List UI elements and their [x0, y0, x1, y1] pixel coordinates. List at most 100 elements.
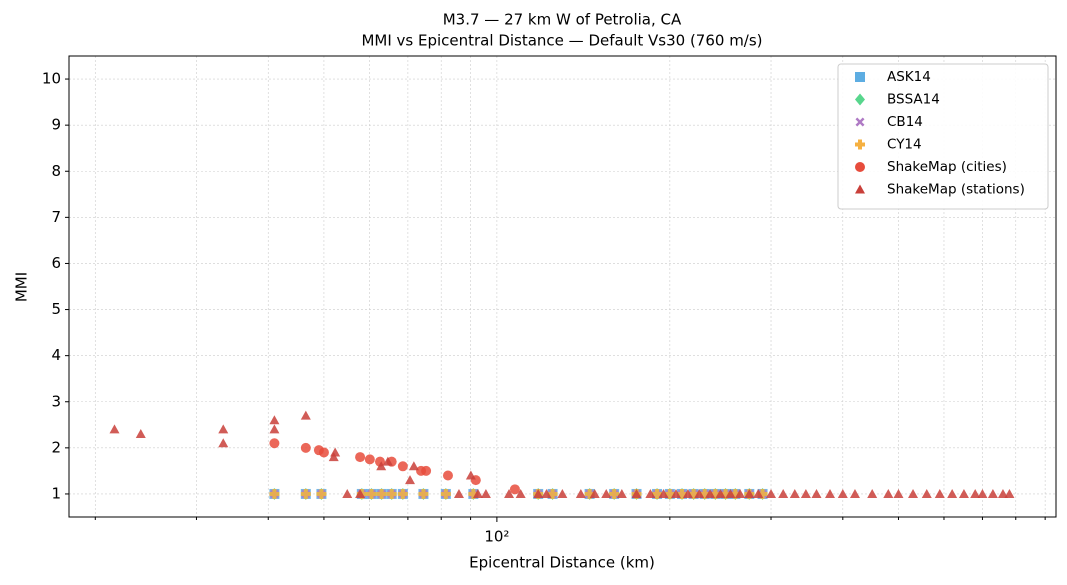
marker-triangle — [631, 488, 642, 498]
marker-circle — [364, 454, 375, 465]
marker-triangle — [867, 488, 878, 498]
marker-plus — [468, 488, 479, 499]
marker-triangle — [218, 424, 229, 434]
marker-triangle — [883, 488, 894, 498]
marker-triangle — [601, 488, 612, 498]
marker-triangle — [328, 452, 339, 462]
x-tick-label: 10² — [484, 528, 509, 546]
marker-triangle — [735, 488, 746, 498]
legend-label: CY14 — [887, 137, 922, 153]
marker-circle — [421, 465, 432, 476]
marker-triangle — [269, 424, 280, 434]
marker-triangle — [658, 488, 669, 498]
marker-triangle — [453, 488, 464, 498]
marker-square — [855, 72, 865, 82]
y-tick-label: 2 — [51, 438, 61, 456]
marker-triangle — [958, 488, 969, 498]
marker-plus — [418, 488, 429, 499]
marker-triangle — [947, 488, 958, 498]
marker-plus — [664, 488, 675, 499]
y-tick-label: 6 — [51, 254, 61, 272]
y-tick-label: 8 — [51, 162, 61, 180]
marker-plus — [677, 488, 688, 499]
marker-triangle — [753, 488, 764, 498]
marker-triangle — [705, 488, 716, 498]
marker-triangle — [811, 488, 822, 498]
marker-triangle — [837, 488, 848, 498]
marker-plus — [609, 488, 620, 499]
marker-plus — [710, 488, 721, 499]
marker-circle — [318, 447, 329, 458]
marker-triangle — [342, 488, 353, 498]
legend-label: BSSA14 — [887, 92, 940, 108]
legend-box — [837, 63, 1049, 210]
marker-triangle — [355, 488, 366, 498]
marker-triangle — [825, 488, 836, 498]
chart-subtitle: MMI vs Epicentral Distance — Default Vs3… — [361, 32, 762, 50]
marker-plus — [720, 488, 731, 499]
marker-triangle — [908, 488, 919, 498]
marker-triangle — [725, 488, 736, 498]
marker-triangle — [800, 488, 811, 498]
legend-label: ShakeMap (cities) — [887, 159, 1007, 175]
marker-triangle — [109, 424, 120, 434]
marker-plus — [699, 488, 710, 499]
marker-triangle — [789, 488, 800, 498]
marker-plus — [316, 488, 327, 499]
marker-triangle — [671, 488, 682, 498]
marker-plus — [397, 488, 408, 499]
marker-triangle — [855, 184, 865, 194]
marker-triangle — [921, 488, 932, 498]
marker-triangle — [849, 488, 860, 498]
y-axis-label: MMI — [13, 272, 31, 302]
legend-label: ASK14 — [887, 69, 931, 85]
marker-circle — [355, 452, 366, 463]
marker-plus — [440, 488, 451, 499]
marker-plus — [855, 139, 865, 150]
marker-triangle — [893, 488, 904, 498]
marker-circle — [509, 484, 520, 495]
marker-triangle — [135, 429, 146, 439]
marker-plus — [269, 488, 280, 499]
marker-triangle — [778, 488, 789, 498]
marker-triangle — [504, 488, 515, 498]
marker-triangle — [382, 456, 393, 466]
marker-triangle — [376, 461, 387, 471]
marker-triangle — [557, 488, 568, 498]
marker-circle — [269, 438, 280, 449]
marker-triangle — [934, 488, 945, 498]
marker-triangle — [541, 488, 552, 498]
marker-circle — [300, 442, 311, 453]
marker-triangle — [575, 488, 586, 498]
x-axis-label: Epicentral Distance (km) — [469, 554, 655, 572]
marker-triangle — [480, 488, 491, 498]
marker-plus — [386, 488, 397, 499]
legend-label: CB14 — [887, 114, 923, 130]
marker-triangle — [682, 488, 693, 498]
y-tick-label: 4 — [51, 346, 61, 364]
marker-plus — [584, 488, 595, 499]
marker-triangle — [269, 415, 280, 425]
marker-plus — [547, 488, 558, 499]
marker-triangle — [645, 488, 656, 498]
marker-triangle — [405, 475, 416, 485]
marker-plus — [757, 488, 768, 499]
plot-frame — [68, 55, 1057, 518]
y-tick-label: 9 — [51, 116, 61, 134]
marker-plus — [688, 488, 699, 499]
marker-triangle — [744, 488, 755, 498]
marker-triangle — [715, 488, 726, 498]
marker-triangle — [218, 438, 229, 448]
marker-plus — [730, 488, 741, 499]
marker-plus — [366, 488, 377, 499]
marker-triangle — [533, 488, 544, 498]
marker-diamond — [855, 93, 865, 106]
marker-triangle — [589, 488, 600, 498]
marker-triangle — [1004, 488, 1015, 498]
marker-triangle — [997, 488, 1008, 498]
marker-triangle — [515, 488, 526, 498]
marker-circle — [397, 461, 408, 472]
marker-triangle — [694, 488, 705, 498]
marker-plus — [376, 488, 387, 499]
